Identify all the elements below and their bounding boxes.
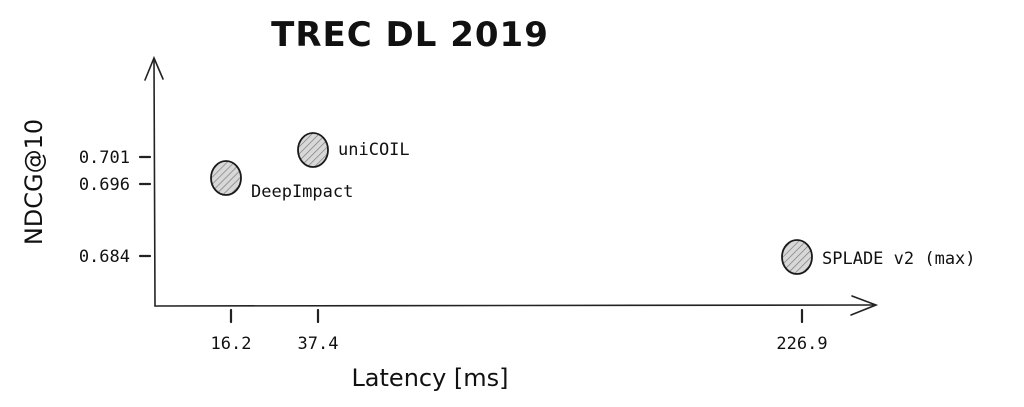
data-point-label: SPLADE v2 (max) (822, 249, 976, 269)
x-ticks: 16.2 37.4 226.9 (211, 308, 828, 354)
y-ticks: 0.701 0.696 0.684 (79, 148, 152, 267)
y-tick-label: 0.701 (79, 148, 130, 168)
y-tick-label: 0.696 (79, 175, 130, 195)
x-axis-arrow (850, 295, 879, 316)
x-axis-line (154, 304, 876, 307)
x-tick-label: 226.9 (776, 334, 827, 354)
y-tick-label: 0.684 (79, 247, 130, 267)
chart-title: TREC DL 2019 (271, 15, 549, 55)
y-axis-label: NDCG@10 (20, 119, 48, 245)
data-point-label: DeepImpact (251, 182, 353, 202)
data-point (210, 160, 242, 196)
data-point (297, 132, 329, 168)
x-axis-label: Latency [ms] (351, 364, 508, 392)
x-tick-label: 16.2 (211, 334, 252, 354)
axes (144, 55, 879, 316)
x-tick-label: 37.4 (298, 334, 339, 354)
data-point (781, 239, 813, 275)
y-axis-line (153, 59, 156, 307)
y-axis-arrow (144, 55, 164, 81)
data-points: DeepImpact uniCOIL SPLADE v2 (max) (210, 132, 976, 275)
data-point-label: uniCOIL (338, 140, 410, 160)
